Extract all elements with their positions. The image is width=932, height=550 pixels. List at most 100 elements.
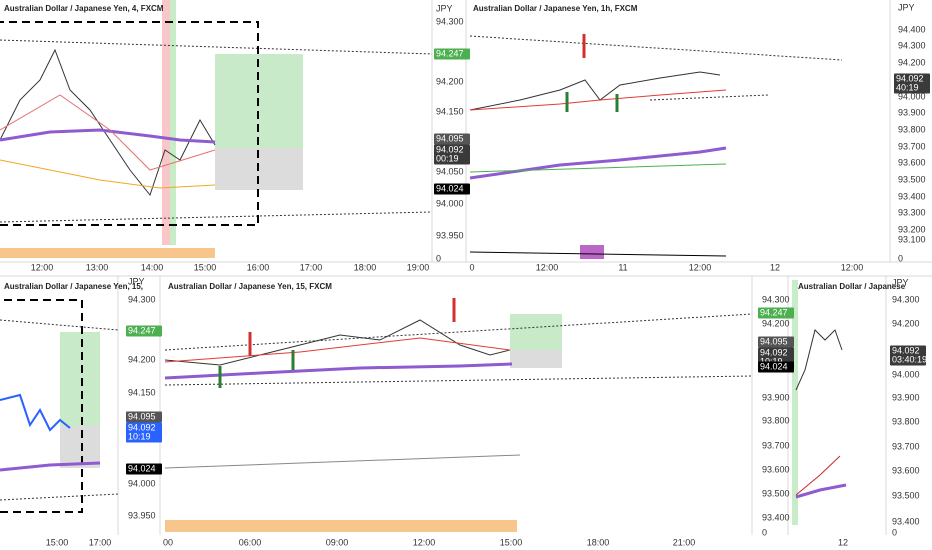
price-tag-text: 94.095 <box>128 411 156 421</box>
time-label: 09:00 <box>326 537 349 547</box>
price-tag-text: 94.247 <box>436 48 464 58</box>
price-label: 93.950 <box>128 510 156 520</box>
price-label: 93.600 <box>892 465 920 475</box>
price-label: 94.000 <box>128 478 156 488</box>
price-label: 94.300 <box>762 294 790 304</box>
price-label: 94.400 <box>898 24 926 34</box>
price-label: 94.300 <box>892 294 920 304</box>
price-label: 93.600 <box>898 157 926 167</box>
panel-frames <box>0 0 932 535</box>
price-tag-text: 94.024 <box>760 361 788 371</box>
price-label: 93.200 <box>898 224 926 234</box>
price-label: 93.900 <box>762 392 790 402</box>
time-label: 12:00 <box>31 262 54 272</box>
price-tag-text: 94.095 <box>436 133 464 143</box>
time-label: 12:00 <box>413 537 436 547</box>
price-label: 94.200 <box>436 76 464 86</box>
price-tag <box>758 336 794 348</box>
price-tag <box>434 144 470 165</box>
time-label: 12 <box>770 262 780 272</box>
price-label: 0 <box>436 253 441 263</box>
panel-4-drawings <box>164 298 753 532</box>
price-label: 94.000 <box>436 198 464 208</box>
price-label: 94.150 <box>436 106 464 116</box>
price-label: 94.300 <box>898 40 926 50</box>
price-label: 93.700 <box>762 440 790 450</box>
price-label: 94.300 <box>436 16 464 26</box>
panel-2-drawings <box>469 34 843 259</box>
price-label: 0 <box>762 527 767 537</box>
price-label: JPY <box>892 277 909 287</box>
time-label: 12:00 <box>689 262 712 272</box>
price-label: 93.400 <box>892 516 920 526</box>
time-label: 18:00 <box>354 262 377 272</box>
time-label: 18:00 <box>587 537 610 547</box>
time-label: 19:00 <box>407 262 430 272</box>
price-tag-text: 00:19 <box>436 153 459 163</box>
price-tag-text: 10:19 <box>760 356 783 366</box>
price-tag-text: 94.024 <box>436 183 464 193</box>
price-label: 0 <box>898 253 903 263</box>
price-label: 93.700 <box>898 141 926 151</box>
price-label: 93.800 <box>898 124 926 134</box>
price-tag-text: 94.024 <box>128 463 156 473</box>
price-label: 93.300 <box>898 207 926 217</box>
time-label: 17:00 <box>89 537 112 547</box>
panel-5-drawings <box>792 280 847 525</box>
time-label: 14:00 <box>141 262 164 272</box>
price-tag-text: 94.092 <box>896 73 924 83</box>
price-label: 94.300 <box>128 294 156 304</box>
price-tag <box>126 411 162 423</box>
panel-title: Australian Dollar / Japanese Yen, 15, FX… <box>168 282 332 291</box>
time-label: 16:00 <box>247 262 270 272</box>
panel-title: Australian Dollar / Japanese Yen, 1h, FX… <box>473 4 638 13</box>
price-label: JPY <box>436 3 453 13</box>
price-label: 94.000 <box>892 369 920 379</box>
panel-title: Australian Dollar / Japanese Yen, 4, FXC… <box>4 4 164 13</box>
time-label: 15:00 <box>500 537 523 547</box>
price-tag <box>758 307 794 319</box>
price-label: 93.800 <box>892 416 920 426</box>
time-label: 06:00 <box>239 537 262 547</box>
price-label: 94.200 <box>762 318 790 328</box>
price-label: 93.900 <box>898 107 926 117</box>
price-label: 93.400 <box>762 512 790 522</box>
price-tag <box>894 73 930 94</box>
price-label: 93.500 <box>762 488 790 498</box>
price-tag-text: 94.092 <box>128 422 156 432</box>
price-tag-text: 94.092 <box>892 345 920 355</box>
price-tag <box>758 361 794 373</box>
price-label: 94.200 <box>898 57 926 67</box>
time-label: 17:00 <box>300 262 323 272</box>
price-tag-text: 94.095 <box>760 336 788 346</box>
price-tag-text: 03:40:19 <box>892 354 927 364</box>
price-tag-text: 94.092 <box>760 347 788 357</box>
panel-title: Australian Dollar / Japanese <box>798 282 906 291</box>
price-label: 93.800 <box>762 415 790 425</box>
time-label: 15:00 <box>194 262 217 272</box>
price-tag <box>434 133 470 145</box>
price-tag-text: 10:19 <box>128 431 151 441</box>
price-label: 93.700 <box>892 441 920 451</box>
price-label: 93.600 <box>762 464 790 474</box>
price-label: 93.100 <box>898 234 926 244</box>
time-label: 21:00 <box>673 537 696 547</box>
price-tag-text: 94.247 <box>128 325 156 335</box>
time-label: 15:00 <box>46 537 69 547</box>
time-label: 11 <box>618 262 627 272</box>
price-tag <box>434 183 470 195</box>
time-label: 13:00 <box>86 262 109 272</box>
price-label: 94.200 <box>128 354 156 364</box>
price-label: 94.150 <box>128 387 156 397</box>
price-label: 94.000 <box>898 91 926 101</box>
panel-title: Australian Dollar / Japanese Yen, 15, <box>4 282 143 291</box>
time-label: 00 <box>163 537 173 547</box>
price-label: 93.950 <box>436 230 464 240</box>
price-label: JPY <box>128 276 145 286</box>
time-label: 12 <box>838 537 848 547</box>
price-tag <box>126 325 162 337</box>
price-label: 93.900 <box>892 392 920 402</box>
panel-3-drawings <box>0 299 119 513</box>
price-label: 93.400 <box>898 191 926 201</box>
